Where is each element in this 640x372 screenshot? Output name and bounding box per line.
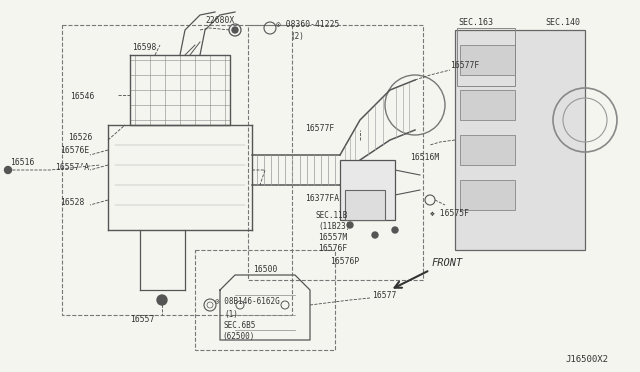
Text: ⊙ 08B146-6162G: ⊙ 08B146-6162G: [215, 298, 280, 307]
Circle shape: [232, 27, 238, 33]
Circle shape: [347, 222, 353, 228]
Circle shape: [392, 227, 398, 233]
Text: 16557’A: 16557’A: [55, 163, 89, 171]
Text: 22680X: 22680X: [205, 16, 234, 25]
Bar: [457, 28, 515, 86]
Bar: [460, 135, 515, 165]
Bar: [460, 90, 515, 120]
Text: J16500X2: J16500X2: [565, 356, 608, 365]
Bar: [195, 250, 335, 350]
Text: 16557: 16557: [130, 315, 154, 324]
Bar: [345, 190, 385, 220]
Text: 16557M: 16557M: [318, 232, 348, 241]
Text: 16516: 16516: [10, 157, 35, 167]
Bar: [460, 45, 515, 75]
Circle shape: [157, 295, 167, 305]
Text: 16377FA: 16377FA: [305, 193, 339, 202]
Text: 16546: 16546: [70, 92, 94, 100]
Text: ⊙ 08360-41225: ⊙ 08360-41225: [276, 19, 339, 29]
Bar: [62, 25, 292, 315]
Text: (11B23): (11B23): [318, 221, 350, 231]
Bar: [455, 30, 585, 250]
Text: (1): (1): [224, 310, 238, 318]
Text: SEC.11B: SEC.11B: [315, 211, 348, 219]
Text: 16576E: 16576E: [60, 145, 89, 154]
Text: 16577: 16577: [372, 291, 396, 299]
Bar: [340, 160, 395, 220]
Text: 16577F: 16577F: [450, 61, 479, 70]
Text: 16576F: 16576F: [318, 244, 348, 253]
Text: 16516M: 16516M: [410, 153, 439, 161]
Text: 16577F: 16577F: [305, 124, 334, 132]
Text: SEC.6B5: SEC.6B5: [224, 321, 257, 330]
Text: (62500): (62500): [222, 331, 254, 340]
Text: 16526: 16526: [68, 132, 92, 141]
Bar: [248, 25, 423, 280]
Text: 16598: 16598: [132, 42, 156, 51]
Text: SEC.163: SEC.163: [458, 17, 493, 26]
Text: SEC.140: SEC.140: [545, 17, 580, 26]
Text: FRONT: FRONT: [432, 258, 463, 268]
Circle shape: [4, 167, 12, 173]
Bar: [460, 180, 515, 210]
Text: 16500: 16500: [253, 266, 277, 275]
Text: 16576P: 16576P: [330, 257, 359, 266]
Text: 16528: 16528: [60, 198, 84, 206]
Text: (2): (2): [290, 32, 304, 41]
Circle shape: [372, 232, 378, 238]
Text: ❖ 16575F: ❖ 16575F: [430, 208, 469, 218]
